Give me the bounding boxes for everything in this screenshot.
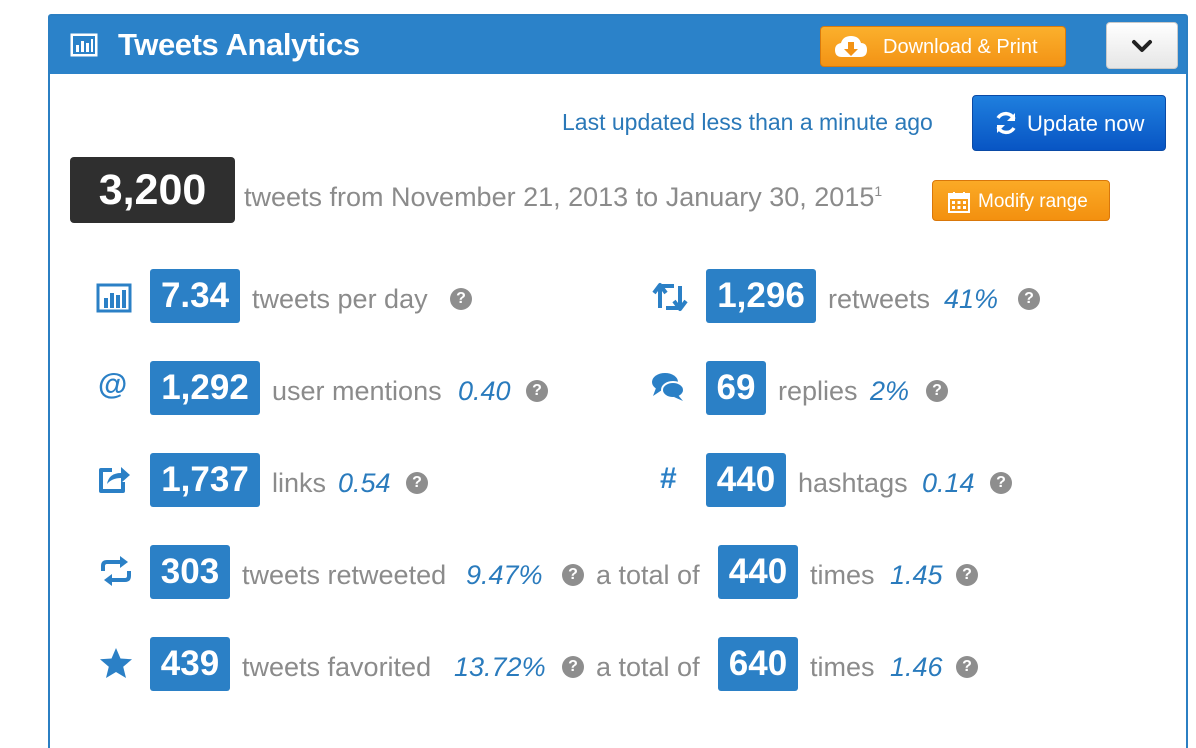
hashtags-ratio: 0.14 [922, 468, 975, 498]
help-icon[interactable]: ? [406, 472, 428, 494]
replies-value: 69 [706, 361, 766, 415]
links-value: 1,737 [150, 453, 260, 507]
at-sign-icon: @ [98, 368, 128, 401]
retweet-icon [652, 283, 688, 311]
user-mentions-ratio: 0.40 [458, 376, 511, 406]
panel-title: Tweets Analytics [118, 27, 360, 62]
favorited-times-label: times [810, 652, 875, 682]
download-print-button[interactable]: Download & Print [820, 26, 1066, 67]
date-range-label: tweets from November 21, 2013 to January… [244, 182, 875, 212]
bar-chart-icon [96, 283, 132, 313]
user-mentions-value: 1,292 [150, 361, 260, 415]
collapse-toggle-button[interactable] [1106, 22, 1178, 69]
help-icon[interactable]: ? [1018, 288, 1040, 310]
cloud-download-icon [835, 36, 867, 57]
hashtag-icon: # [660, 462, 677, 495]
replies-label: replies [778, 376, 858, 406]
chat-bubbles-icon [652, 373, 685, 401]
retweets-value: 1,296 [706, 269, 816, 323]
help-icon[interactable]: ? [926, 380, 948, 402]
user-mentions-label: user mentions [272, 376, 442, 406]
retweets-percent: 41% [944, 284, 999, 314]
last-updated-status: Last updated less than a minute ago [562, 109, 933, 135]
chevron-down-icon [1132, 40, 1152, 52]
update-now-label: Update now [1027, 111, 1145, 136]
refresh-icon [996, 111, 1016, 135]
help-icon[interactable]: ? [526, 380, 548, 402]
hashtags-value: 440 [706, 453, 786, 507]
calendar-icon [948, 192, 970, 213]
tweets-retweeted-value: 303 [150, 545, 230, 599]
total-tweets-count: 3,200 [70, 157, 235, 223]
tweets-analytics-panel: Tweets Analytics Download & Print Last u… [48, 14, 1188, 748]
share-link-icon [99, 467, 130, 493]
help-icon[interactable]: ? [450, 288, 472, 310]
help-icon[interactable]: ? [562, 656, 584, 678]
tweets-favorited-value: 439 [150, 637, 230, 691]
star-icon [100, 648, 132, 678]
bar-chart-icon [70, 33, 98, 57]
replies-percent: 2% [870, 376, 910, 406]
panel-header: Tweets Analytics Download & Print [50, 16, 1186, 74]
tweets-favorited-percent: 13.72% [454, 652, 546, 682]
modify-range-button[interactable]: Modify range [932, 180, 1110, 221]
favorited-total-value: 640 [718, 637, 798, 691]
favorited-times-ratio: 1.46 [890, 652, 943, 682]
help-icon[interactable]: ? [562, 564, 584, 586]
retweeted-total-value: 440 [718, 545, 798, 599]
download-print-label: Download & Print [883, 36, 1038, 58]
footnote-marker: 1 [874, 183, 883, 199]
help-icon[interactable]: ? [956, 656, 978, 678]
modify-range-label: Modify range [978, 191, 1088, 212]
tweets-retweeted-percent: 9.47% [466, 560, 543, 590]
tweets-favorited-label: tweets favorited [242, 652, 432, 682]
hashtags-label: hashtags [798, 468, 908, 498]
links-label: links [272, 468, 327, 498]
retweet-arrows-icon [101, 556, 131, 586]
retweets-label: retweets [828, 284, 931, 314]
tweets-per-day-label: tweets per day [252, 284, 428, 314]
retweeted-times-label: times [810, 560, 875, 590]
retweeted-times-ratio: 1.45 [890, 560, 943, 590]
favorited-total-label: a total of [596, 652, 700, 682]
help-icon[interactable]: ? [990, 472, 1012, 494]
date-range-text: tweets from November 21, 2013 to January… [244, 182, 882, 213]
update-now-button[interactable]: Update now [972, 95, 1166, 151]
help-icon[interactable]: ? [956, 564, 978, 586]
tweets-retweeted-label: tweets retweeted [242, 560, 447, 590]
links-ratio: 0.54 [338, 468, 391, 498]
tweets-per-day-value: 7.34 [150, 269, 240, 323]
retweeted-total-label: a total of [596, 560, 700, 590]
